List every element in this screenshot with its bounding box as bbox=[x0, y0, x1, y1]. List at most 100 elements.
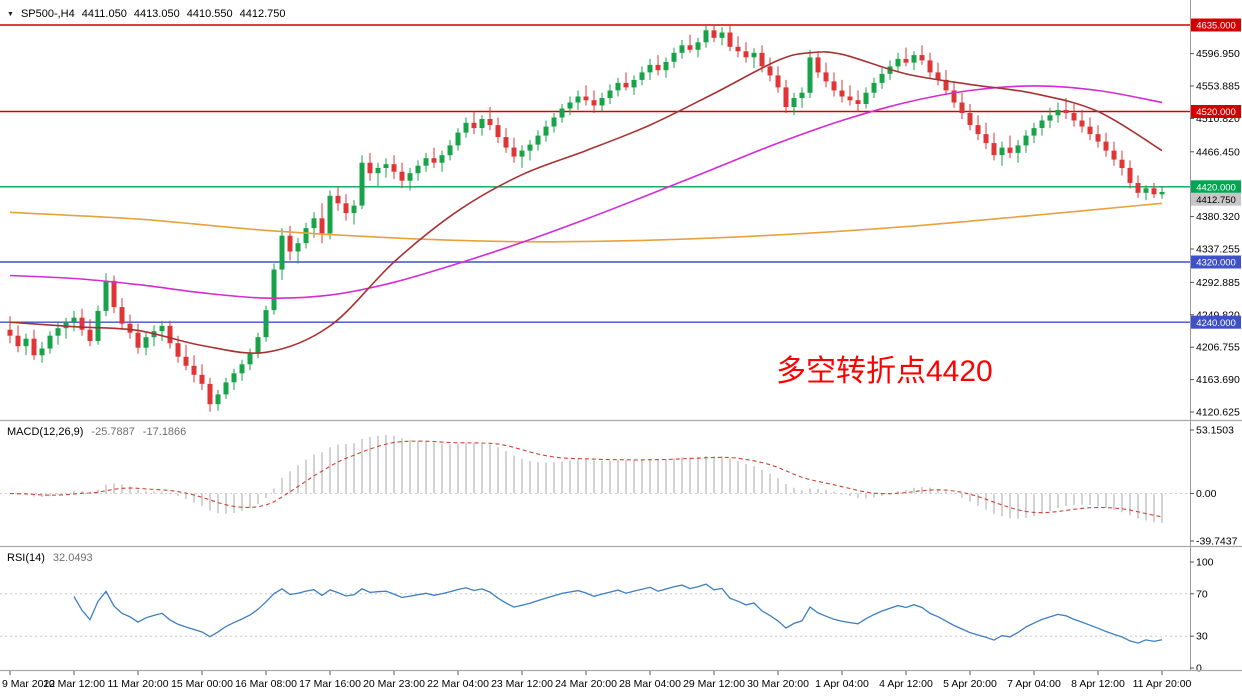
macd-histogram-bar bbox=[769, 473, 771, 494]
candle-body bbox=[511, 147, 517, 157]
candle-body bbox=[207, 383, 213, 405]
candle-body bbox=[623, 82, 629, 88]
time-axis-label: 11 Apr 20:00 bbox=[1133, 678, 1192, 690]
macd-histogram-bar bbox=[441, 444, 443, 494]
macd-histogram-bar bbox=[1009, 493, 1011, 519]
candle-body bbox=[119, 307, 125, 324]
candle-body bbox=[815, 57, 821, 73]
macd-histogram-bar bbox=[865, 493, 867, 499]
macd-histogram-bar bbox=[817, 488, 819, 494]
macd-histogram-bar bbox=[937, 489, 939, 494]
macd-histogram-bar bbox=[585, 459, 587, 494]
rsi-indicator-label: RSI(14) bbox=[7, 552, 45, 564]
time-axis-label: 22 Mar 04:00 bbox=[427, 678, 489, 690]
candle-body bbox=[319, 218, 325, 234]
candle-body bbox=[495, 125, 501, 138]
ma-orange-slow bbox=[9, 202, 1163, 243]
macd-histogram-bar bbox=[457, 443, 459, 494]
time-axis-label: 29 Mar 12:00 bbox=[683, 678, 745, 690]
candle-body bbox=[279, 235, 285, 270]
macd-histogram-bar bbox=[177, 493, 179, 496]
candle-body bbox=[231, 373, 237, 383]
candle-body bbox=[799, 92, 805, 98]
candle-body bbox=[895, 58, 901, 67]
time-axis-label: 4 Apr 12:00 bbox=[879, 678, 933, 690]
macd-panel[interactable] bbox=[0, 434, 1190, 524]
candle-body bbox=[143, 337, 149, 348]
candle-body bbox=[663, 61, 669, 71]
rsi-line bbox=[73, 583, 1163, 644]
macd-histogram-bar bbox=[673, 458, 675, 494]
price-badge-label: 4520.000 bbox=[1196, 107, 1236, 118]
macd-histogram-bar bbox=[809, 488, 811, 494]
macd-histogram-bar bbox=[1161, 493, 1163, 524]
candle-body bbox=[31, 338, 37, 356]
macd-histogram-bar bbox=[385, 434, 387, 494]
candle-body bbox=[391, 164, 397, 172]
macd-histogram-bar bbox=[289, 471, 291, 494]
symbol-dropdown-icon[interactable]: ▼ bbox=[7, 10, 14, 18]
candle-body bbox=[1055, 110, 1061, 116]
time-axis-label: 8 Apr 12:00 bbox=[1071, 678, 1125, 690]
macd-histogram-bar bbox=[1025, 493, 1027, 518]
main-chart-panel[interactable] bbox=[0, 24, 1190, 412]
macd-histogram-bar bbox=[617, 459, 619, 494]
macd-histogram-bar bbox=[665, 459, 667, 494]
candle-body bbox=[599, 98, 605, 106]
candle-body bbox=[7, 329, 13, 336]
price-badge-4320.000 bbox=[1191, 255, 1241, 269]
macd-histogram-bar bbox=[841, 493, 843, 495]
candle-body bbox=[71, 317, 77, 323]
candle-body bbox=[671, 52, 677, 62]
macd-histogram-bar bbox=[729, 458, 731, 494]
price-tick-label: 4337.255 bbox=[1196, 244, 1240, 256]
candle-body bbox=[639, 72, 645, 80]
candle-body bbox=[527, 144, 533, 151]
candle-body bbox=[839, 90, 845, 97]
macd-histogram-bar bbox=[233, 493, 235, 513]
candle-body bbox=[271, 269, 277, 311]
rsi-scale-label: 100 bbox=[1196, 557, 1214, 569]
candle-body bbox=[1071, 113, 1077, 121]
time-axis-label: 9 Mar 2022 bbox=[2, 678, 55, 690]
macd-histogram-bar bbox=[737, 461, 739, 494]
candle-body bbox=[1015, 145, 1021, 153]
macd-histogram-bar bbox=[849, 493, 851, 497]
candle-body bbox=[215, 394, 221, 405]
candle-body bbox=[863, 92, 869, 104]
rsi-panel[interactable] bbox=[0, 583, 1190, 644]
candle-body bbox=[359, 162, 365, 206]
candle-body bbox=[847, 96, 853, 101]
price-tick-label: 4466.450 bbox=[1196, 146, 1240, 158]
macd-histogram-bar bbox=[1081, 493, 1083, 505]
macd-histogram-bar bbox=[1033, 493, 1035, 517]
macd-histogram-bar bbox=[185, 493, 187, 500]
price-tick-label: 4596.950 bbox=[1196, 48, 1240, 60]
macd-histogram-bar bbox=[1001, 493, 1003, 517]
candle-body bbox=[191, 365, 197, 375]
macd-histogram-bar bbox=[449, 444, 451, 494]
macd-histogram-bar bbox=[1113, 493, 1115, 510]
macd-histogram-bar bbox=[209, 493, 211, 511]
macd-histogram-bar bbox=[777, 478, 779, 494]
open-value: 4411.050 bbox=[81, 8, 127, 20]
candle-body bbox=[255, 337, 261, 354]
candle-body bbox=[751, 52, 757, 58]
macd-histogram-bar bbox=[625, 460, 627, 494]
macd-histogram-bar bbox=[785, 484, 787, 494]
macd-histogram-bar bbox=[713, 456, 715, 494]
time-axis-label: 11 Mar 20:00 bbox=[107, 678, 168, 690]
macd-histogram-bar bbox=[121, 484, 123, 494]
macd-histogram-bar bbox=[593, 460, 595, 494]
macd-histogram-bar bbox=[697, 457, 699, 494]
current-price-badge bbox=[1191, 192, 1241, 206]
candle-body bbox=[47, 335, 53, 349]
candle-body bbox=[415, 165, 421, 174]
macd-histogram-bar bbox=[465, 442, 467, 494]
candle-body bbox=[127, 323, 133, 333]
candle-body bbox=[39, 348, 45, 356]
candle-body bbox=[471, 122, 477, 129]
macd-histogram-bar bbox=[689, 457, 691, 494]
macd-histogram-bar bbox=[1153, 493, 1155, 523]
